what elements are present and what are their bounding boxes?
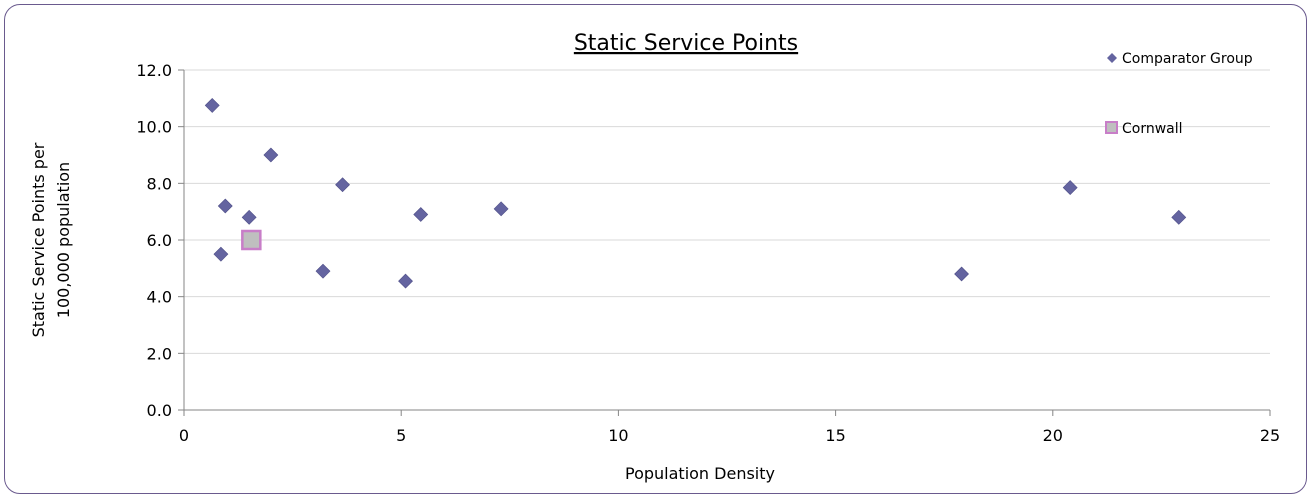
legend-item-cornwall: Cornwall (1105, 121, 1183, 137)
y-tick-label: 8.0 (147, 174, 172, 193)
point-comparator-group-9 (493, 201, 509, 217)
x-tick-label: 10 (608, 426, 628, 445)
x-tick-label: 25 (1260, 426, 1280, 445)
x-tick-label: 5 (396, 426, 406, 445)
point-comparator-group-11 (1062, 180, 1078, 196)
legend: Comparator Group Cornwall (1105, 51, 1253, 137)
point-comparator-group-10 (954, 266, 970, 282)
x-tick-labels: 0 5 10 15 20 25 (179, 426, 1280, 445)
point-comparator-group-12 (1171, 209, 1187, 225)
y-axis-title: Static Service Points per 100,000 popula… (29, 142, 73, 337)
y-tick-labels: 0.0 2.0 4.0 6.0 8.0 10.0 12.0 (136, 61, 172, 420)
legend-label-cornwall: Cornwall (1122, 121, 1183, 137)
y-tick-label: 0.0 (147, 401, 172, 420)
point-comparator-group-7 (398, 273, 413, 289)
point-comparator-group-0 (204, 97, 220, 113)
y-tick-label: 4.0 (147, 288, 172, 307)
y-tick-label: 10.0 (136, 118, 172, 137)
point-comparator-group-1 (263, 147, 279, 163)
y-axis-title-line-2: 100,000 population (54, 162, 73, 318)
y-tick-label: 6.0 (147, 231, 172, 250)
legend-label-comparator-group: Comparator Group (1122, 51, 1253, 67)
point-comparator-group-3 (217, 198, 233, 214)
axes (178, 69, 1271, 416)
y-tick-label: 12.0 (136, 61, 172, 80)
point-comparator-group-4 (241, 209, 257, 225)
x-tick-label: 20 (1043, 426, 1063, 445)
point-comparator-group-2 (335, 177, 350, 193)
point-comparator-group-6 (315, 263, 331, 279)
x-tick-label: 0 (179, 426, 189, 445)
x-tick-label: 15 (825, 426, 845, 445)
data-points (204, 97, 1187, 289)
point-comparator-group-5 (213, 246, 229, 262)
x-axis-title: Population Density (625, 464, 775, 483)
legend-marker-cornwall (1105, 121, 1118, 134)
legend-item-comparator-group: Comparator Group (1107, 51, 1253, 67)
y-axis-title-line-1: Static Service Points per (29, 142, 48, 337)
point-cornwall-0 (241, 229, 262, 251)
y-tick-label: 2.0 (147, 344, 172, 363)
point-comparator-group-8 (413, 207, 429, 222)
legend-marker-comparator-group (1107, 53, 1117, 63)
chart-title: Static Service Points (574, 31, 798, 56)
grid-lines (184, 69, 1270, 354)
